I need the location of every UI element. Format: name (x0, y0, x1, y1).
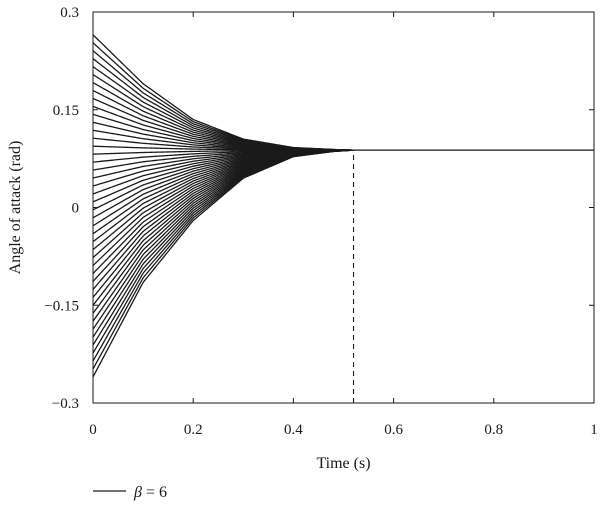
y-tick-label: −0.15 (44, 298, 79, 314)
data-layer (92, 34, 594, 403)
trajectory-line (92, 34, 354, 151)
trajectory-line (92, 149, 354, 267)
x-tick-label: 0.2 (184, 422, 203, 438)
x-axis-label: Time (s) (316, 455, 370, 472)
y-axis-label: Angle of attack (rad) (7, 141, 24, 275)
y-tick-label: 0.15 (53, 103, 79, 119)
plot-frame (92, 11, 595, 404)
x-tick-label: 0.4 (284, 422, 303, 438)
trajectory-line (92, 105, 354, 151)
x-tick-label: 0 (89, 422, 97, 438)
legend-value: = 6 (142, 484, 167, 501)
y-tick-label: −0.3 (52, 396, 79, 412)
y-tick-label: 0.3 (60, 5, 79, 21)
x-tick-label: 0.8 (484, 422, 503, 438)
legend: β = 6 (93, 484, 167, 501)
axes-layer (92, 11, 595, 404)
legend-symbol: β (133, 484, 142, 501)
legend-label: β = 6 (133, 484, 167, 501)
x-tick-label: 0.6 (384, 422, 403, 438)
ticks-layer: 0 0.2 0.4 0.6 0.8 1 −0.3 −0.15 0 0.15 0.3 (44, 5, 597, 438)
y-tick-label: 0 (72, 201, 80, 217)
x-tick-label: 1 (590, 422, 598, 438)
